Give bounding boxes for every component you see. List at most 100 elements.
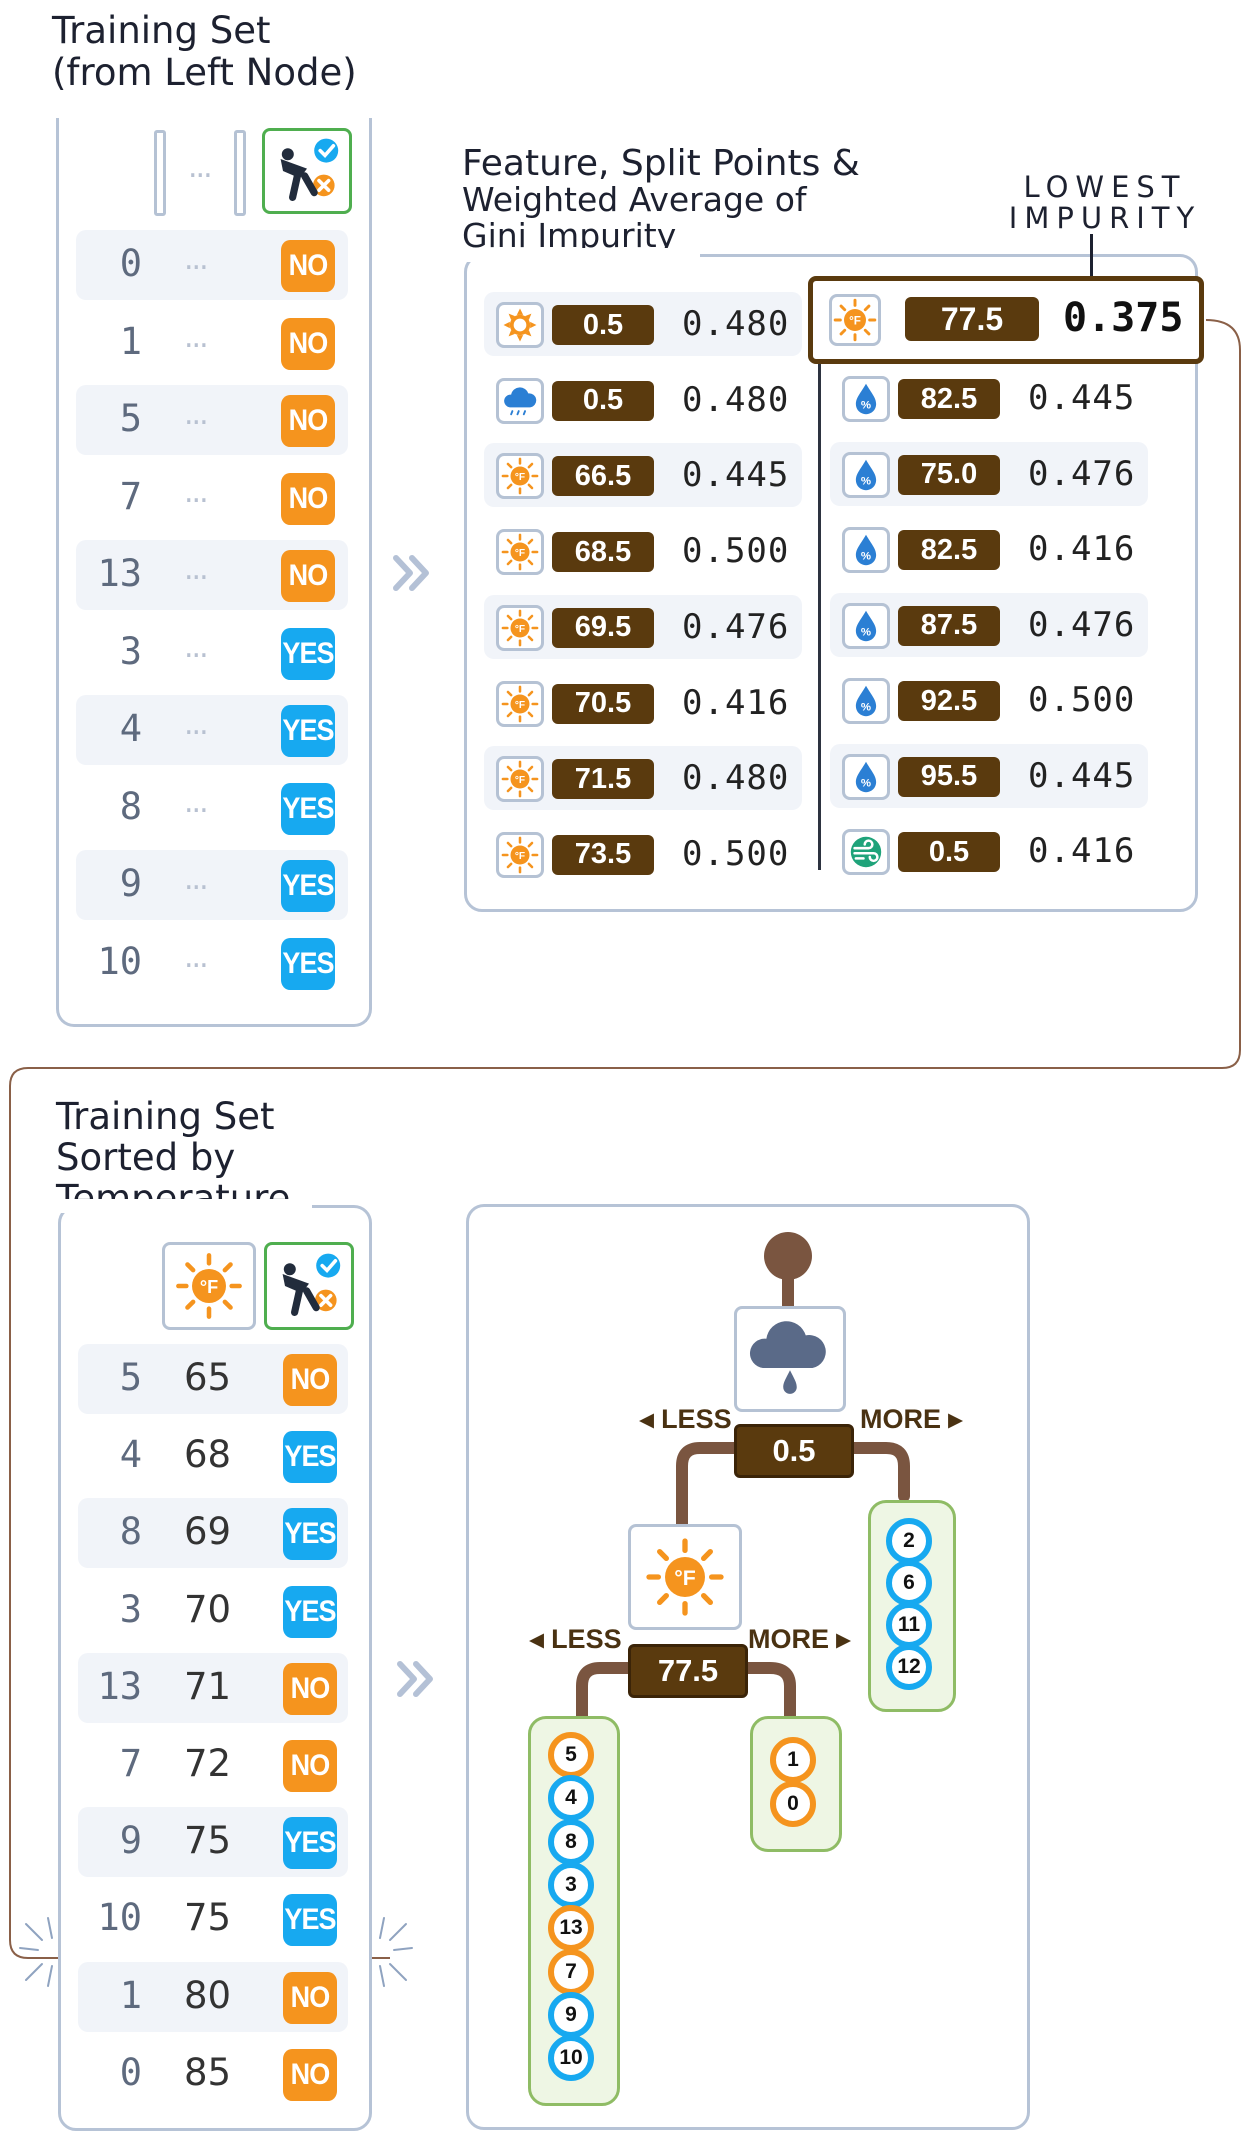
row-id: 3	[119, 1587, 142, 1631]
label-badge: NO	[283, 2048, 337, 2101]
gini-value: 0.476	[1028, 453, 1136, 494]
gini-value: 0.445	[682, 455, 790, 496]
row-temperature: 68	[184, 1433, 232, 1477]
row-ellipsis: ...	[184, 629, 209, 665]
top-training-set-title: Training Set (from Left Node)	[52, 9, 357, 94]
row-id: 9	[119, 1819, 142, 1863]
row-id: 10	[97, 1896, 142, 1940]
row-ellipsis: ...	[184, 862, 209, 897]
temperature-icon	[628, 1524, 742, 1630]
sample-circle: 2	[886, 1518, 932, 1564]
split-value: 0.5	[552, 305, 654, 345]
child-less-label: ◂ LESS	[530, 1624, 622, 1654]
gini-value: 0.480	[682, 304, 790, 344]
row-id: 7	[119, 474, 142, 518]
row-ellipsis: ...	[184, 397, 209, 432]
row-temperature: 75	[184, 1819, 232, 1863]
temperature-icon	[496, 453, 544, 500]
split-value: 68.5	[552, 532, 654, 573]
humidity-icon	[842, 527, 890, 573]
row-temperature: 80	[184, 1973, 232, 2017]
sample-circle: 12	[886, 1644, 932, 1690]
sample-circle: 0	[770, 1781, 816, 1827]
row-temperature: 72	[184, 1742, 232, 1785]
sample-circle: 4	[548, 1775, 594, 1822]
child-split-value: 77.5	[628, 1644, 748, 1698]
split-value: 73.5	[552, 834, 654, 875]
label-badge: YES	[281, 860, 335, 912]
split-value: 75.0	[898, 454, 1000, 495]
sun-icon	[496, 302, 544, 348]
best-split-highlight: 77.5 0.375	[808, 276, 1204, 364]
chevron-right-icon	[390, 550, 436, 596]
row-id: 7	[119, 1742, 142, 1785]
wind-icon	[842, 829, 890, 875]
label-badge: NO	[281, 317, 335, 370]
row-id: 13	[97, 552, 142, 595]
humidity-icon	[842, 451, 890, 498]
sample-circle: 6	[886, 1560, 932, 1606]
title-gap-mask	[54, 1199, 312, 1213]
split-value: 87.5	[898, 605, 1000, 646]
sample-circle: 10	[548, 2035, 594, 2082]
sample-circle: 7	[548, 1948, 594, 1995]
row-id: 10	[97, 939, 142, 983]
gini-value: 0.445	[1028, 378, 1136, 418]
gini-value: 0.416	[1028, 529, 1136, 569]
row-ellipsis: ...	[184, 939, 209, 975]
header-ellipsis: ...	[188, 150, 213, 185]
row-id: 8	[119, 784, 142, 828]
gini-value: 0.480	[682, 379, 790, 420]
label-badge: NO	[283, 1354, 337, 1406]
temperature-icon	[496, 680, 544, 727]
lowest-impurity-label: LOWEST IMPURITY	[1008, 170, 1202, 235]
row-temperature: 85	[184, 2050, 232, 2094]
play-outcome-icon	[262, 128, 352, 214]
sample-circle: 11	[886, 1602, 932, 1648]
play-outcome-icon	[264, 1242, 354, 1330]
gini-value: 0.500	[682, 833, 790, 874]
label-badge: YES	[281, 782, 335, 835]
humidity-icon	[842, 376, 890, 422]
humidity-icon	[842, 602, 890, 649]
row-id: 3	[119, 629, 142, 673]
lowest-pointer-line	[1090, 234, 1093, 280]
split-value: 66.5	[552, 456, 654, 497]
temperature-icon	[496, 529, 544, 576]
split-value: 82.5	[898, 530, 1000, 570]
row-id: 1	[119, 1973, 142, 2017]
label-badge: YES	[283, 1585, 337, 1638]
root-split-value: 0.5	[734, 1424, 854, 1478]
split-value: 0.5	[898, 832, 1000, 872]
best-split-gini: 0.375	[1063, 295, 1184, 341]
gini-value: 0.476	[1028, 604, 1136, 645]
label-badge: NO	[281, 472, 335, 525]
column-placeholder-bar	[154, 130, 166, 216]
humidity-icon	[842, 678, 890, 724]
root-less-label: ◂ LESS	[640, 1404, 732, 1434]
temperature-icon	[496, 604, 544, 651]
gini-value: 0.445	[1028, 755, 1136, 796]
label-badge: YES	[281, 937, 335, 990]
row-id: 0	[119, 2050, 142, 2094]
splits-title: Feature, Split Points & Weighted Average…	[462, 143, 860, 255]
label-badge: NO	[281, 240, 335, 292]
row-temperature: 65	[184, 1356, 232, 1399]
label-badge: YES	[283, 1817, 337, 1870]
row-id: 13	[97, 1664, 142, 1708]
rain-icon	[496, 377, 544, 424]
label-badge: YES	[283, 1508, 337, 1561]
label-badge: YES	[283, 1431, 337, 1484]
row-temperature: 71	[184, 1664, 232, 1708]
gini-value: 0.500	[682, 531, 790, 572]
humidity-icon	[842, 753, 890, 800]
row-id: 0	[119, 242, 142, 285]
sample-circle: 3	[548, 1861, 594, 1908]
label-badge: NO	[281, 550, 335, 602]
split-value: 69.5	[552, 607, 654, 648]
gini-value: 0.416	[682, 682, 790, 723]
row-temperature: 75	[184, 1896, 232, 1940]
rain-icon	[734, 1306, 846, 1412]
row-id: 9	[119, 862, 142, 905]
